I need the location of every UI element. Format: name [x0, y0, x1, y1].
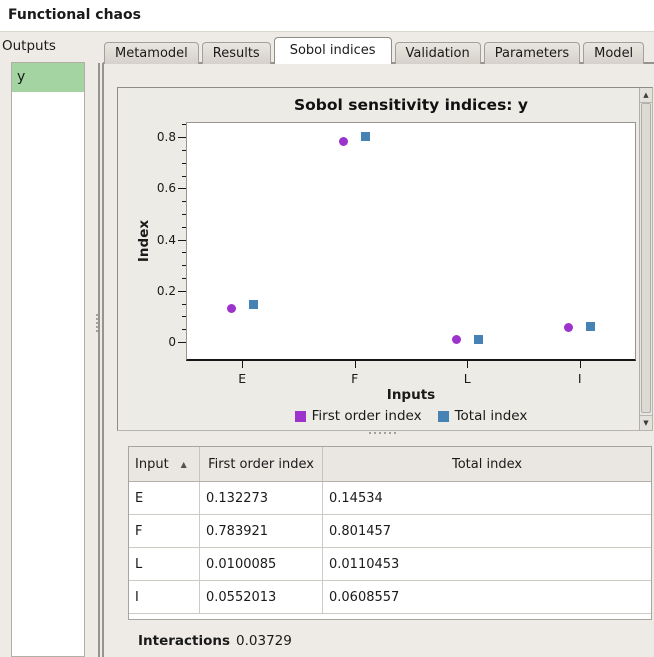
- y-minor-tick: [182, 316, 186, 318]
- total-index-point-I: [586, 321, 596, 331]
- chart-vertical-scrollbar[interactable]: ▲ ▼: [639, 88, 652, 430]
- interactions-value: 0.03729: [236, 633, 292, 649]
- total-index-cell: 0.0608557: [322, 580, 651, 614]
- chart-title: Sobol sensitivity indices: y: [293, 96, 528, 114]
- column-header-input[interactable]: Input ▲: [129, 447, 200, 482]
- table-row[interactable]: L 0.0100085 0.0110453: [129, 547, 651, 581]
- y-minor-tick: [182, 252, 186, 254]
- pane-frame-line: [98, 63, 100, 657]
- first-order-cell: 0.783921: [199, 514, 323, 548]
- y-tick-label: 0.4: [156, 232, 176, 247]
- y-minor-tick: [182, 265, 186, 267]
- scroll-up-icon[interactable]: ▲: [640, 88, 652, 103]
- y-tick-label: 0: [168, 335, 176, 349]
- total-index-marker-icon: [437, 410, 449, 422]
- x-tick-label: E: [238, 371, 247, 386]
- total-index-cell: 0.801457: [322, 514, 651, 548]
- x-axis-label: Inputs: [386, 387, 436, 403]
- y-tick-label: 0.8: [156, 130, 176, 145]
- total-index-point-F: [361, 132, 371, 142]
- y-minor-tick: [182, 329, 186, 331]
- vertical-splitter-handle[interactable]: [96, 314, 98, 332]
- chart-scroll-area: Sobol sensitivity indices: y Index Input…: [117, 87, 653, 431]
- pane-frame-line: [102, 63, 104, 657]
- tab-parameters[interactable]: Parameters: [483, 42, 581, 64]
- total-index-cell: 0.0110453: [322, 547, 651, 581]
- first-order-index-point-E: [226, 303, 236, 313]
- tab-metamodel[interactable]: Metamodel: [104, 42, 199, 64]
- y-major-tick: [178, 137, 186, 139]
- interactions-label: Interactions: [138, 633, 231, 649]
- input-cell: L: [129, 547, 200, 581]
- column-header-first-order[interactable]: First order index: [199, 447, 323, 482]
- indices-table: Input ▲ First order index Total index E 0.…: [128, 446, 652, 620]
- window-title-bar: Functional chaos: [0, 0, 654, 32]
- y-tick-label: 0.2: [156, 283, 176, 298]
- plot-area: [186, 122, 636, 361]
- first-order-index-point-F: [339, 136, 349, 146]
- legend-item-first-order-index: First order index: [294, 408, 422, 424]
- y-tick-label: 0.6: [156, 181, 176, 196]
- horizontal-splitter-handle[interactable]: [369, 432, 396, 434]
- y-major-tick: [178, 239, 186, 241]
- y-minor-tick: [182, 278, 186, 279]
- x-tick: [242, 361, 244, 368]
- x-tick-label: I: [577, 371, 582, 386]
- y-minor-tick: [182, 201, 186, 203]
- legend-label: Total index: [454, 408, 528, 424]
- legend-label: First order index: [311, 408, 422, 424]
- table-header: Input ▲ First order index Total index: [129, 447, 651, 482]
- first-order-cell: 0.0100085: [199, 547, 323, 581]
- total-index-point-E: [248, 300, 258, 310]
- table-row[interactable]: I 0.0552013 0.0608557: [129, 580, 651, 614]
- y-major-tick: [178, 290, 186, 292]
- first-order-cell: 0.0552013: [199, 580, 323, 614]
- scrollbar-thumb[interactable]: [641, 103, 651, 413]
- scroll-down-icon[interactable]: ▼: [640, 415, 652, 430]
- y-major-tick: [178, 188, 186, 190]
- tab-results[interactable]: Results: [201, 42, 271, 64]
- chart-legend: First order index Total index: [186, 408, 636, 424]
- y-minor-tick: [182, 214, 186, 215]
- output-item-y[interactable]: y: [12, 63, 84, 92]
- y-minor-tick: [182, 162, 186, 164]
- total-index-point-L: [473, 334, 483, 344]
- interactions-row: Interactions 0.03729: [138, 633, 292, 649]
- page-title: Functional chaos: [8, 7, 141, 23]
- first-order-cell: 0.132273: [199, 481, 323, 515]
- x-tick: [579, 361, 581, 368]
- tab-validation[interactable]: Validation: [394, 42, 481, 64]
- y-minor-tick: [182, 175, 186, 177]
- plot-layer: 0 0.2 0.4 0.6 0.8 E F L I: [118, 88, 639, 430]
- input-cell: E: [129, 481, 200, 515]
- total-index-cell: 0.14534: [322, 481, 651, 515]
- table-row[interactable]: F 0.783921 0.801457: [129, 514, 651, 548]
- x-tick: [467, 361, 469, 368]
- input-cell: I: [129, 580, 200, 614]
- outputs-list: y: [11, 62, 85, 657]
- tab-bar: Metamodel Results Sobol indices Validation P…: [104, 36, 647, 64]
- x-tick-label: L: [463, 371, 471, 386]
- input-cell: F: [129, 514, 200, 548]
- outputs-panel-label: Outputs: [2, 38, 56, 54]
- sobol-chart: Sobol sensitivity indices: y Index Input…: [118, 88, 639, 430]
- y-minor-tick: [182, 150, 186, 151]
- y-major-tick: [178, 342, 186, 343]
- x-tick: [354, 361, 356, 368]
- y-minor-tick: [182, 124, 186, 126]
- legend-item-total-index: Total index: [437, 408, 528, 424]
- tab-sobol-indices[interactable]: Sobol indices: [273, 37, 392, 64]
- y-minor-tick: [182, 303, 186, 305]
- x-tick-label: F: [351, 371, 359, 386]
- column-header-total[interactable]: Total index: [322, 447, 651, 482]
- y-minor-tick: [182, 226, 186, 228]
- table-row[interactable]: E 0.132273 0.14534: [129, 481, 651, 515]
- sort-ascending-icon: ▲: [180, 459, 187, 469]
- first-order-index-marker-icon: [294, 410, 306, 422]
- tab-model[interactable]: Model: [583, 42, 645, 64]
- first-order-index-point-L: [451, 334, 461, 344]
- first-order-index-point-I: [564, 323, 574, 333]
